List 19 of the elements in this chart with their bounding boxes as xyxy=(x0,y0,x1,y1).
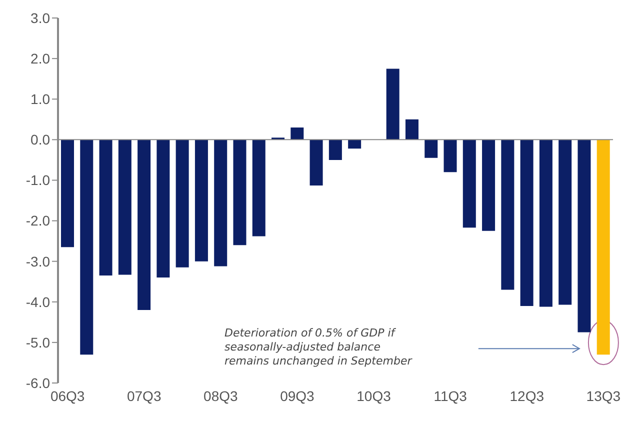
x-tick-label: 12Q3 xyxy=(510,388,544,404)
x-tick-label: 07Q3 xyxy=(126,388,162,404)
y-tick-label: -4.0 xyxy=(26,294,50,310)
y-tick-label: -5.0 xyxy=(26,334,50,350)
x-tick-label: 06Q3 xyxy=(50,388,85,404)
y-tick-label: -1.0 xyxy=(26,172,50,188)
x-tick-label: 10Q3 xyxy=(356,388,392,404)
y-tick-label: 3.0 xyxy=(30,10,50,26)
y-tick-label: 0.0 xyxy=(30,132,50,148)
y-tick-label: 1.0 xyxy=(30,91,50,108)
x-tick-label: 09Q3 xyxy=(280,388,315,404)
annotation: Deterioration of 0.5% of GDP if seasonally-adjusted balance remains unchanged in September xyxy=(224,326,414,368)
y-tick-label: 2.0 xyxy=(30,50,50,67)
x-tick-label: 11Q3 xyxy=(434,388,468,404)
y-tick-label: -2.0 xyxy=(26,212,50,229)
x-tick-label: 13Q3 xyxy=(586,388,621,404)
x-tick-label: 08Q3 xyxy=(204,388,238,404)
y-tick-label: -3.0 xyxy=(26,253,50,270)
y-tick-label: -6.0 xyxy=(26,374,50,391)
